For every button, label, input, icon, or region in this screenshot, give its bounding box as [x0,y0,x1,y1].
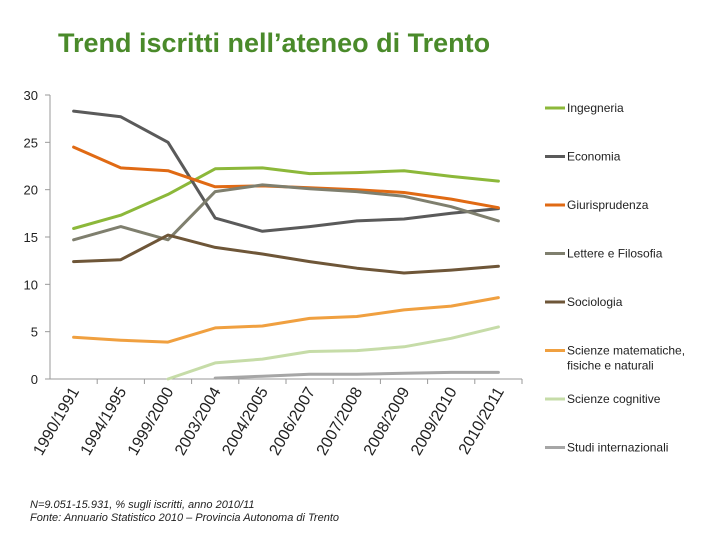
x-tick-label: 2003/2004 [172,384,225,458]
x-tick-label: 2007/2008 [314,384,367,458]
footnote-source: Fonte: Annuario Statistico 2010 – Provin… [30,512,339,524]
series-line [72,296,500,344]
y-tick-label: 25 [24,135,38,150]
x-tick-label: 1994/1995 [78,384,131,458]
x-tick-label: 1990/1991 [31,384,84,458]
x-tick-label: 1999/2000 [125,384,178,458]
footnote: N=9.051-15.931, % sugli iscritti, anno 2… [30,499,339,525]
series-line [72,145,500,210]
y-tick-label: 0 [31,372,38,387]
y-tick-label: 10 [24,277,38,292]
legend-label: Economia [567,150,621,164]
series-line [72,109,500,233]
legend-label: Giurisprudenza [567,198,649,212]
series-line [166,325,500,381]
series-line [213,370,500,380]
x-tick-label: 2008/2009 [361,384,414,458]
y-tick-label: 5 [31,325,38,340]
x-tick-label: 2009/2010 [408,384,461,458]
legend-label: Scienze matematiche, fisiche e naturali [567,344,685,373]
legend-label: Scienze cognitive [567,392,661,406]
chart-title: Trend iscritti nell’ateneo di Trento [58,28,491,58]
x-tick-label: 2006/2007 [267,384,320,458]
x-tick-label: 2004/2005 [219,384,272,458]
legend-label: Sociologia [567,295,623,309]
x-tick-label: 2010/2011 [456,384,508,457]
y-tick-label: 20 [24,183,38,198]
legend-label: Studi internazionali [567,441,668,455]
y-tick-label: 30 [24,88,38,103]
series-line [72,183,500,242]
legend-label: Ingegneria [567,101,624,115]
legend-label: Lettere e Filosofia [567,247,663,261]
footnote-sample: N=9.051-15.931, % sugli iscritti, anno 2… [30,499,255,511]
series-line [72,233,500,275]
series-line [72,166,500,230]
y-tick-label: 15 [24,230,38,245]
